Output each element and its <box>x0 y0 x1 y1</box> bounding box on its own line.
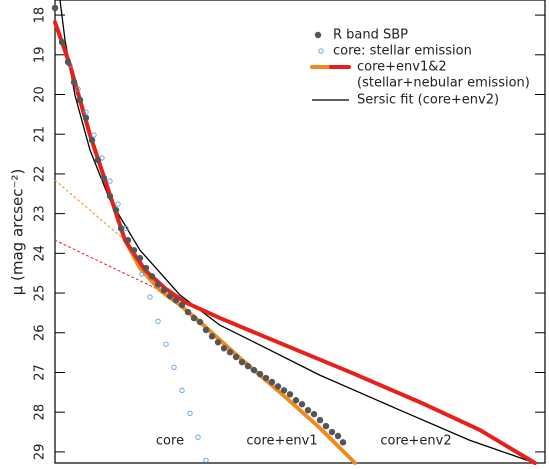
data-point <box>112 206 120 214</box>
y-tick-label: 28 <box>33 404 48 421</box>
data-point <box>328 428 336 436</box>
data-point <box>124 237 132 244</box>
legend-label: Sersic fit (core+env2) <box>357 93 499 108</box>
y-tick-label: 21 <box>33 126 48 143</box>
data-point <box>155 318 161 324</box>
legend-label: core: stellar emission <box>333 44 472 59</box>
data-point <box>310 410 318 418</box>
y-tick-label: 22 <box>33 166 48 183</box>
y-tick-label: 27 <box>33 364 48 381</box>
data-point <box>160 287 168 294</box>
data-point <box>250 366 258 374</box>
data-point <box>339 439 347 446</box>
data-point <box>70 78 78 86</box>
line <box>54 179 126 241</box>
data-point <box>187 410 193 417</box>
y-tick-label: 23 <box>33 205 48 222</box>
data-point <box>94 156 102 164</box>
data-point <box>202 326 210 334</box>
line <box>53 20 357 465</box>
data-point <box>139 271 145 277</box>
y-tick-label: 19 <box>33 47 48 64</box>
data-point <box>117 225 125 232</box>
annotation: core+env2 <box>380 434 451 449</box>
data-point <box>178 301 186 309</box>
data-point <box>136 254 144 262</box>
data-point <box>203 457 209 463</box>
legend-symbol <box>314 31 322 39</box>
data-point <box>166 293 174 300</box>
y-tick-label: 18 <box>33 7 48 24</box>
annotation: core <box>156 434 184 449</box>
y-tick-label: 29 <box>33 444 48 461</box>
data-point <box>106 192 114 200</box>
data-point <box>51 4 59 12</box>
data-point <box>238 358 246 366</box>
data-point <box>154 281 162 288</box>
data-point <box>100 175 108 182</box>
data-point <box>148 273 156 280</box>
y-axis-label: μ (mag arcsec⁻²) <box>9 169 27 296</box>
data-point <box>88 136 96 144</box>
data-point <box>220 345 228 352</box>
data-point <box>334 432 342 440</box>
data-point <box>322 422 330 430</box>
y-tick-label: 24 <box>33 245 48 262</box>
data-point <box>172 296 180 304</box>
data-point <box>195 434 201 440</box>
data-point <box>91 132 97 138</box>
data-point <box>76 96 84 104</box>
legend-label: (stellar+nebular emission) <box>357 76 530 91</box>
data-point <box>274 383 282 390</box>
data-point <box>115 201 121 207</box>
data-point <box>190 314 198 322</box>
data-point <box>232 353 240 361</box>
data-point <box>226 349 234 356</box>
data-point <box>214 339 222 346</box>
data-point <box>83 109 89 115</box>
data-point <box>147 294 153 300</box>
data-point <box>171 364 177 370</box>
data-point <box>64 58 72 66</box>
data-point <box>286 391 294 398</box>
line <box>59 0 536 464</box>
data-point <box>262 374 270 382</box>
data-point <box>304 406 312 414</box>
data-point <box>268 378 276 386</box>
legend-label: R band SBP <box>333 28 408 43</box>
data-point <box>196 318 204 326</box>
y-tick-label: 25 <box>33 285 48 302</box>
data-point <box>163 341 169 347</box>
annotation: core+env1 <box>246 434 317 449</box>
data-point <box>244 362 252 370</box>
data-point <box>130 246 138 254</box>
data-point <box>280 387 288 394</box>
y-tick-label: 26 <box>33 324 48 341</box>
legend-symbol <box>318 48 324 54</box>
data-point <box>292 397 300 404</box>
plot-frame <box>54 0 546 464</box>
data-point <box>142 264 150 272</box>
data-point <box>107 178 113 184</box>
data-point <box>208 333 216 340</box>
y-tick-label: 20 <box>33 86 48 103</box>
line <box>53 20 537 465</box>
data-point <box>82 114 90 122</box>
data-point <box>316 416 324 424</box>
data-point <box>298 401 306 408</box>
data-point <box>58 38 66 46</box>
legend-label: core+env1&2 <box>357 60 447 75</box>
data-point <box>179 387 185 393</box>
data-point <box>256 370 264 378</box>
data-point <box>184 308 192 316</box>
data-point <box>75 86 81 92</box>
